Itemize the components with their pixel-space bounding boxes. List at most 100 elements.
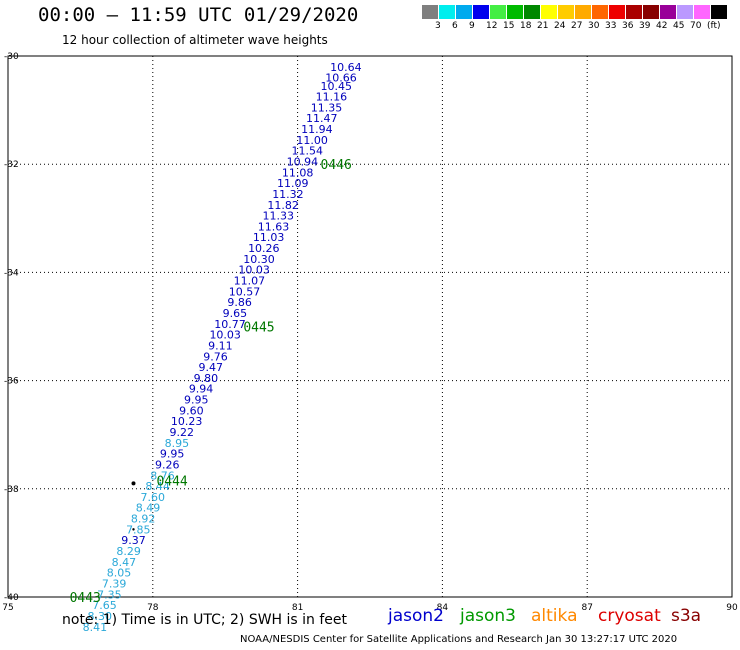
swh-value-label: 10.03 — [209, 329, 241, 342]
colorbar-label: 6 — [452, 21, 458, 31]
time-marker-label: 0446 — [321, 158, 352, 173]
swh-value-label: 10.03 — [238, 264, 270, 277]
swh-value-label: 10.45 — [320, 80, 352, 93]
position-dot — [131, 481, 136, 486]
colorbar-swatch — [677, 5, 694, 19]
swh-value-label: 9.94 — [189, 383, 214, 396]
chart-title: 00:00 – 11:59 UTC 01/29/2020 — [38, 4, 359, 26]
x-tick-label: 75 — [2, 603, 13, 613]
swh-value-label: 11.47 — [306, 112, 338, 125]
swh-value-label: 11.16 — [316, 91, 348, 104]
colorbar-swatch — [626, 5, 643, 19]
swh-value-label: 8.76 — [150, 469, 175, 482]
colorbar-label: 33 — [605, 21, 617, 31]
swh-value-label: 11.54 — [292, 145, 324, 158]
colorbar-swatch — [609, 5, 626, 19]
footer-credit: NOAA/NESDIS Center for Satellite Applica… — [240, 634, 678, 645]
swh-value-label: 11.00 — [296, 134, 328, 147]
swh-value-label: 10.26 — [248, 242, 280, 255]
satellite-legend-altika: altika — [531, 606, 578, 626]
swh-value-label: 8.41 — [83, 621, 108, 634]
colorbar-swatch — [643, 5, 660, 19]
colorbar-swatch — [694, 5, 711, 19]
swh-value-label: 11.35 — [311, 101, 343, 114]
footer-note: note: 1) Time is in UTC; 2) SWH is in fe… — [62, 612, 348, 628]
satellite-legend-cryosat: cryosat — [598, 606, 661, 626]
swh-value-label: 11.33 — [263, 210, 295, 223]
colorbar-label: 24 — [554, 21, 566, 31]
swh-value-label: 9.65 — [223, 307, 248, 320]
swh-value-label: 9.47 — [198, 361, 223, 374]
colorbar-label: (ft) — [707, 21, 721, 31]
swh-value-label: 7.35 — [97, 588, 122, 601]
swh-value-label: 10.94 — [287, 155, 319, 168]
swh-value-label: 11.82 — [267, 199, 299, 212]
colorbar-label: 18 — [520, 21, 532, 31]
grid-lines — [8, 56, 732, 597]
colorbar-swatch — [592, 5, 609, 19]
colorbar-label: 27 — [571, 21, 583, 31]
time-marker-label: 0443 — [70, 591, 101, 606]
swh-value-label: 10.66 — [325, 72, 357, 85]
colorbar-label: 70 — [690, 21, 702, 31]
colorbar-label: 42 — [656, 21, 668, 31]
swh-value-label: 8.47 — [112, 556, 137, 569]
y-tick-label: -36 — [4, 377, 19, 387]
x-tick-label: 81 — [292, 603, 303, 613]
colorbar-swatch — [558, 5, 575, 19]
axes: 75 78 81 84 87 90 -30 -32 -34 -36 -38 -40 — [2, 52, 738, 613]
x-tick-label: 87 — [581, 603, 592, 613]
swh-value-label: 11.09 — [277, 177, 309, 190]
y-tick-label: -38 — [4, 485, 19, 495]
swh-value-label: 9.11 — [208, 339, 233, 352]
swh-value-label: 11.07 — [234, 275, 266, 288]
time-markers: 0446 0445 0444 0443 — [70, 158, 352, 606]
y-tick-label: -30 — [4, 52, 19, 62]
swh-value-label: 10.57 — [229, 285, 261, 298]
swh-value-label: 11.94 — [301, 123, 333, 136]
colorbar — [422, 5, 728, 19]
satellite-legend-s3a: s3a — [671, 606, 702, 626]
swh-value-label: 7.60 — [141, 491, 166, 504]
time-marker-label: 0444 — [156, 475, 187, 490]
swh-value-label: 8.29 — [116, 545, 141, 558]
swh-value-label: 9.80 — [194, 372, 219, 385]
x-tick-label: 78 — [147, 603, 159, 613]
swh-value-label: 8.49 — [136, 502, 161, 515]
y-tick-label: -34 — [4, 268, 19, 278]
swh-value-label: 8.05 — [107, 567, 132, 580]
swh-value-label: 10.30 — [243, 253, 275, 266]
swh-value-label: 9.76 — [203, 350, 228, 363]
x-tick-label: 90 — [726, 603, 738, 613]
y-tick-label: -40 — [4, 593, 19, 603]
swh-value-label: 9.95 — [184, 394, 209, 407]
swh-value-label: 7.65 — [92, 599, 117, 612]
swh-value-label: 9.37 — [121, 534, 146, 547]
swh-value-label: 8.30 — [87, 610, 112, 623]
colorbar-label: 30 — [588, 21, 600, 31]
colorbar-label: 39 — [639, 21, 651, 31]
swh-value-label: 11.08 — [282, 166, 314, 179]
y-tick-label: -32 — [4, 160, 19, 170]
swh-value-label: 11.03 — [253, 231, 285, 244]
satellite-legend-jason2: jason2 — [388, 606, 444, 626]
swh-value-label: 7.39 — [102, 577, 127, 590]
swh-value-label: 8.44 — [145, 480, 170, 493]
satellite-legend-jason3: jason3 — [460, 606, 516, 626]
swh-value-label: 10.77 — [214, 318, 246, 331]
swh-value-label: 9.86 — [227, 296, 252, 309]
swh-value-label: 8.92 — [131, 513, 156, 526]
plot-frame — [7, 55, 733, 598]
swh-value-label: 10.64 — [330, 61, 362, 74]
colorbar-swatch — [660, 5, 677, 19]
colorbar-label: 45 — [673, 21, 685, 31]
colorbar-swatch — [575, 5, 592, 19]
colorbar-swatch — [422, 5, 439, 19]
swh-value-label: 9.60 — [179, 404, 204, 417]
colorbar-labels: 3 6 9 12 15 18 21 24 27 30 33 36 39 42 45 70 (ft) — [422, 21, 740, 33]
data-points: 10.6410.6610.4511.1611.3511.4711.9411.00… — [83, 61, 362, 634]
swh-value-label: 7.85 — [126, 523, 151, 536]
swh-value-label: 9.22 — [170, 426, 195, 439]
x-tick-label: 84 — [437, 603, 449, 613]
